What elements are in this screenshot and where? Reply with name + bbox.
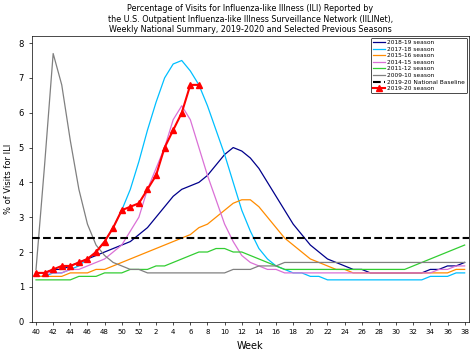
2015-16 season bbox=[453, 267, 459, 272]
2009-10 season bbox=[453, 260, 459, 264]
2017-18 season bbox=[453, 271, 459, 275]
Legend: 2018-19 season, 2017-18 season, 2015-16 season, 2014-15 season, 2011-12 season, : 2018-19 season, 2017-18 season, 2015-16 … bbox=[371, 38, 467, 93]
2017-18 season bbox=[359, 278, 365, 282]
2009-10 season bbox=[333, 260, 339, 264]
2011-12 season bbox=[316, 267, 322, 272]
2017-18 season bbox=[333, 278, 339, 282]
2015-16 season bbox=[170, 239, 176, 244]
Line: 2014-15 season: 2014-15 season bbox=[36, 106, 465, 273]
2017-18 season bbox=[33, 274, 39, 279]
2014-15 season bbox=[128, 229, 133, 233]
2018-19 season bbox=[350, 267, 356, 272]
2019-20 season bbox=[76, 260, 82, 264]
2009-10 season bbox=[188, 271, 193, 275]
2019-20 season bbox=[59, 264, 64, 268]
2019-20 season bbox=[33, 271, 39, 275]
2019-20 season bbox=[136, 201, 142, 206]
2019-20 National Baseline bbox=[42, 236, 47, 240]
2015-16 season bbox=[350, 271, 356, 275]
2009-10 season bbox=[136, 267, 142, 272]
2011-12 season bbox=[170, 260, 176, 264]
2018-19 season bbox=[462, 260, 467, 264]
2018-19 season bbox=[162, 204, 167, 209]
2015-16 season bbox=[239, 198, 245, 202]
2017-18 season bbox=[325, 278, 330, 282]
2019-20 season bbox=[50, 267, 56, 272]
2017-18 season bbox=[179, 58, 184, 62]
2019-20 season bbox=[110, 225, 116, 230]
Line: 2009-10 season: 2009-10 season bbox=[36, 54, 465, 273]
2011-12 season bbox=[462, 243, 467, 247]
2015-16 season bbox=[128, 257, 133, 261]
Title: Percentage of Visits for Influenza-like Illness (ILI) Reported by
the U.S. Outpa: Percentage of Visits for Influenza-like … bbox=[108, 4, 393, 34]
2011-12 season bbox=[162, 264, 167, 268]
2014-15 season bbox=[170, 118, 176, 122]
2019-20 season bbox=[119, 208, 125, 212]
2017-18 season bbox=[170, 62, 176, 66]
2019-20 season bbox=[145, 187, 150, 191]
2017-18 season bbox=[128, 187, 133, 191]
Line: 2019-20 season: 2019-20 season bbox=[33, 82, 201, 276]
Line: 2018-19 season: 2018-19 season bbox=[36, 148, 465, 273]
Line: 2017-18 season: 2017-18 season bbox=[36, 60, 465, 280]
2019-20 season bbox=[153, 173, 159, 178]
Y-axis label: % of Visits for ILI: % of Visits for ILI bbox=[4, 144, 13, 214]
2019-20 season bbox=[196, 83, 202, 87]
2018-19 season bbox=[170, 194, 176, 198]
2019-20 season bbox=[93, 250, 99, 254]
2017-18 season bbox=[462, 271, 467, 275]
2014-15 season bbox=[179, 104, 184, 108]
2019-20 season bbox=[67, 264, 73, 268]
2019-20 season bbox=[170, 128, 176, 132]
2019-20 season bbox=[128, 204, 133, 209]
2009-10 season bbox=[462, 260, 467, 264]
2018-19 season bbox=[325, 257, 330, 261]
Line: 2015-16 season: 2015-16 season bbox=[36, 200, 465, 277]
2014-15 season bbox=[453, 264, 459, 268]
2015-16 season bbox=[462, 267, 467, 272]
2014-15 season bbox=[350, 271, 356, 275]
2011-12 season bbox=[453, 246, 459, 251]
2018-19 season bbox=[128, 239, 133, 244]
2019-20 season bbox=[85, 257, 91, 261]
X-axis label: Week: Week bbox=[237, 341, 264, 351]
2019-20 season bbox=[102, 239, 108, 244]
Line: 2011-12 season: 2011-12 season bbox=[36, 245, 465, 280]
2019-20 National Baseline bbox=[33, 236, 39, 240]
2015-16 season bbox=[325, 264, 330, 268]
2014-15 season bbox=[462, 264, 467, 268]
2019-20 season bbox=[179, 111, 184, 115]
2009-10 season bbox=[179, 271, 184, 275]
2009-10 season bbox=[33, 267, 39, 272]
2009-10 season bbox=[50, 51, 56, 56]
2015-16 season bbox=[33, 274, 39, 279]
2014-15 season bbox=[325, 271, 330, 275]
2009-10 season bbox=[145, 271, 150, 275]
2009-10 season bbox=[359, 260, 365, 264]
2018-19 season bbox=[230, 146, 236, 150]
2017-18 season bbox=[162, 76, 167, 80]
2019-20 season bbox=[162, 146, 167, 150]
2011-12 season bbox=[128, 267, 133, 272]
2011-12 season bbox=[33, 278, 39, 282]
2018-19 season bbox=[453, 264, 459, 268]
2014-15 season bbox=[162, 146, 167, 150]
2018-19 season bbox=[33, 271, 39, 275]
2019-20 season bbox=[42, 271, 47, 275]
2011-12 season bbox=[342, 267, 347, 272]
2015-16 season bbox=[162, 243, 167, 247]
2014-15 season bbox=[33, 271, 39, 275]
2019-20 season bbox=[188, 83, 193, 87]
